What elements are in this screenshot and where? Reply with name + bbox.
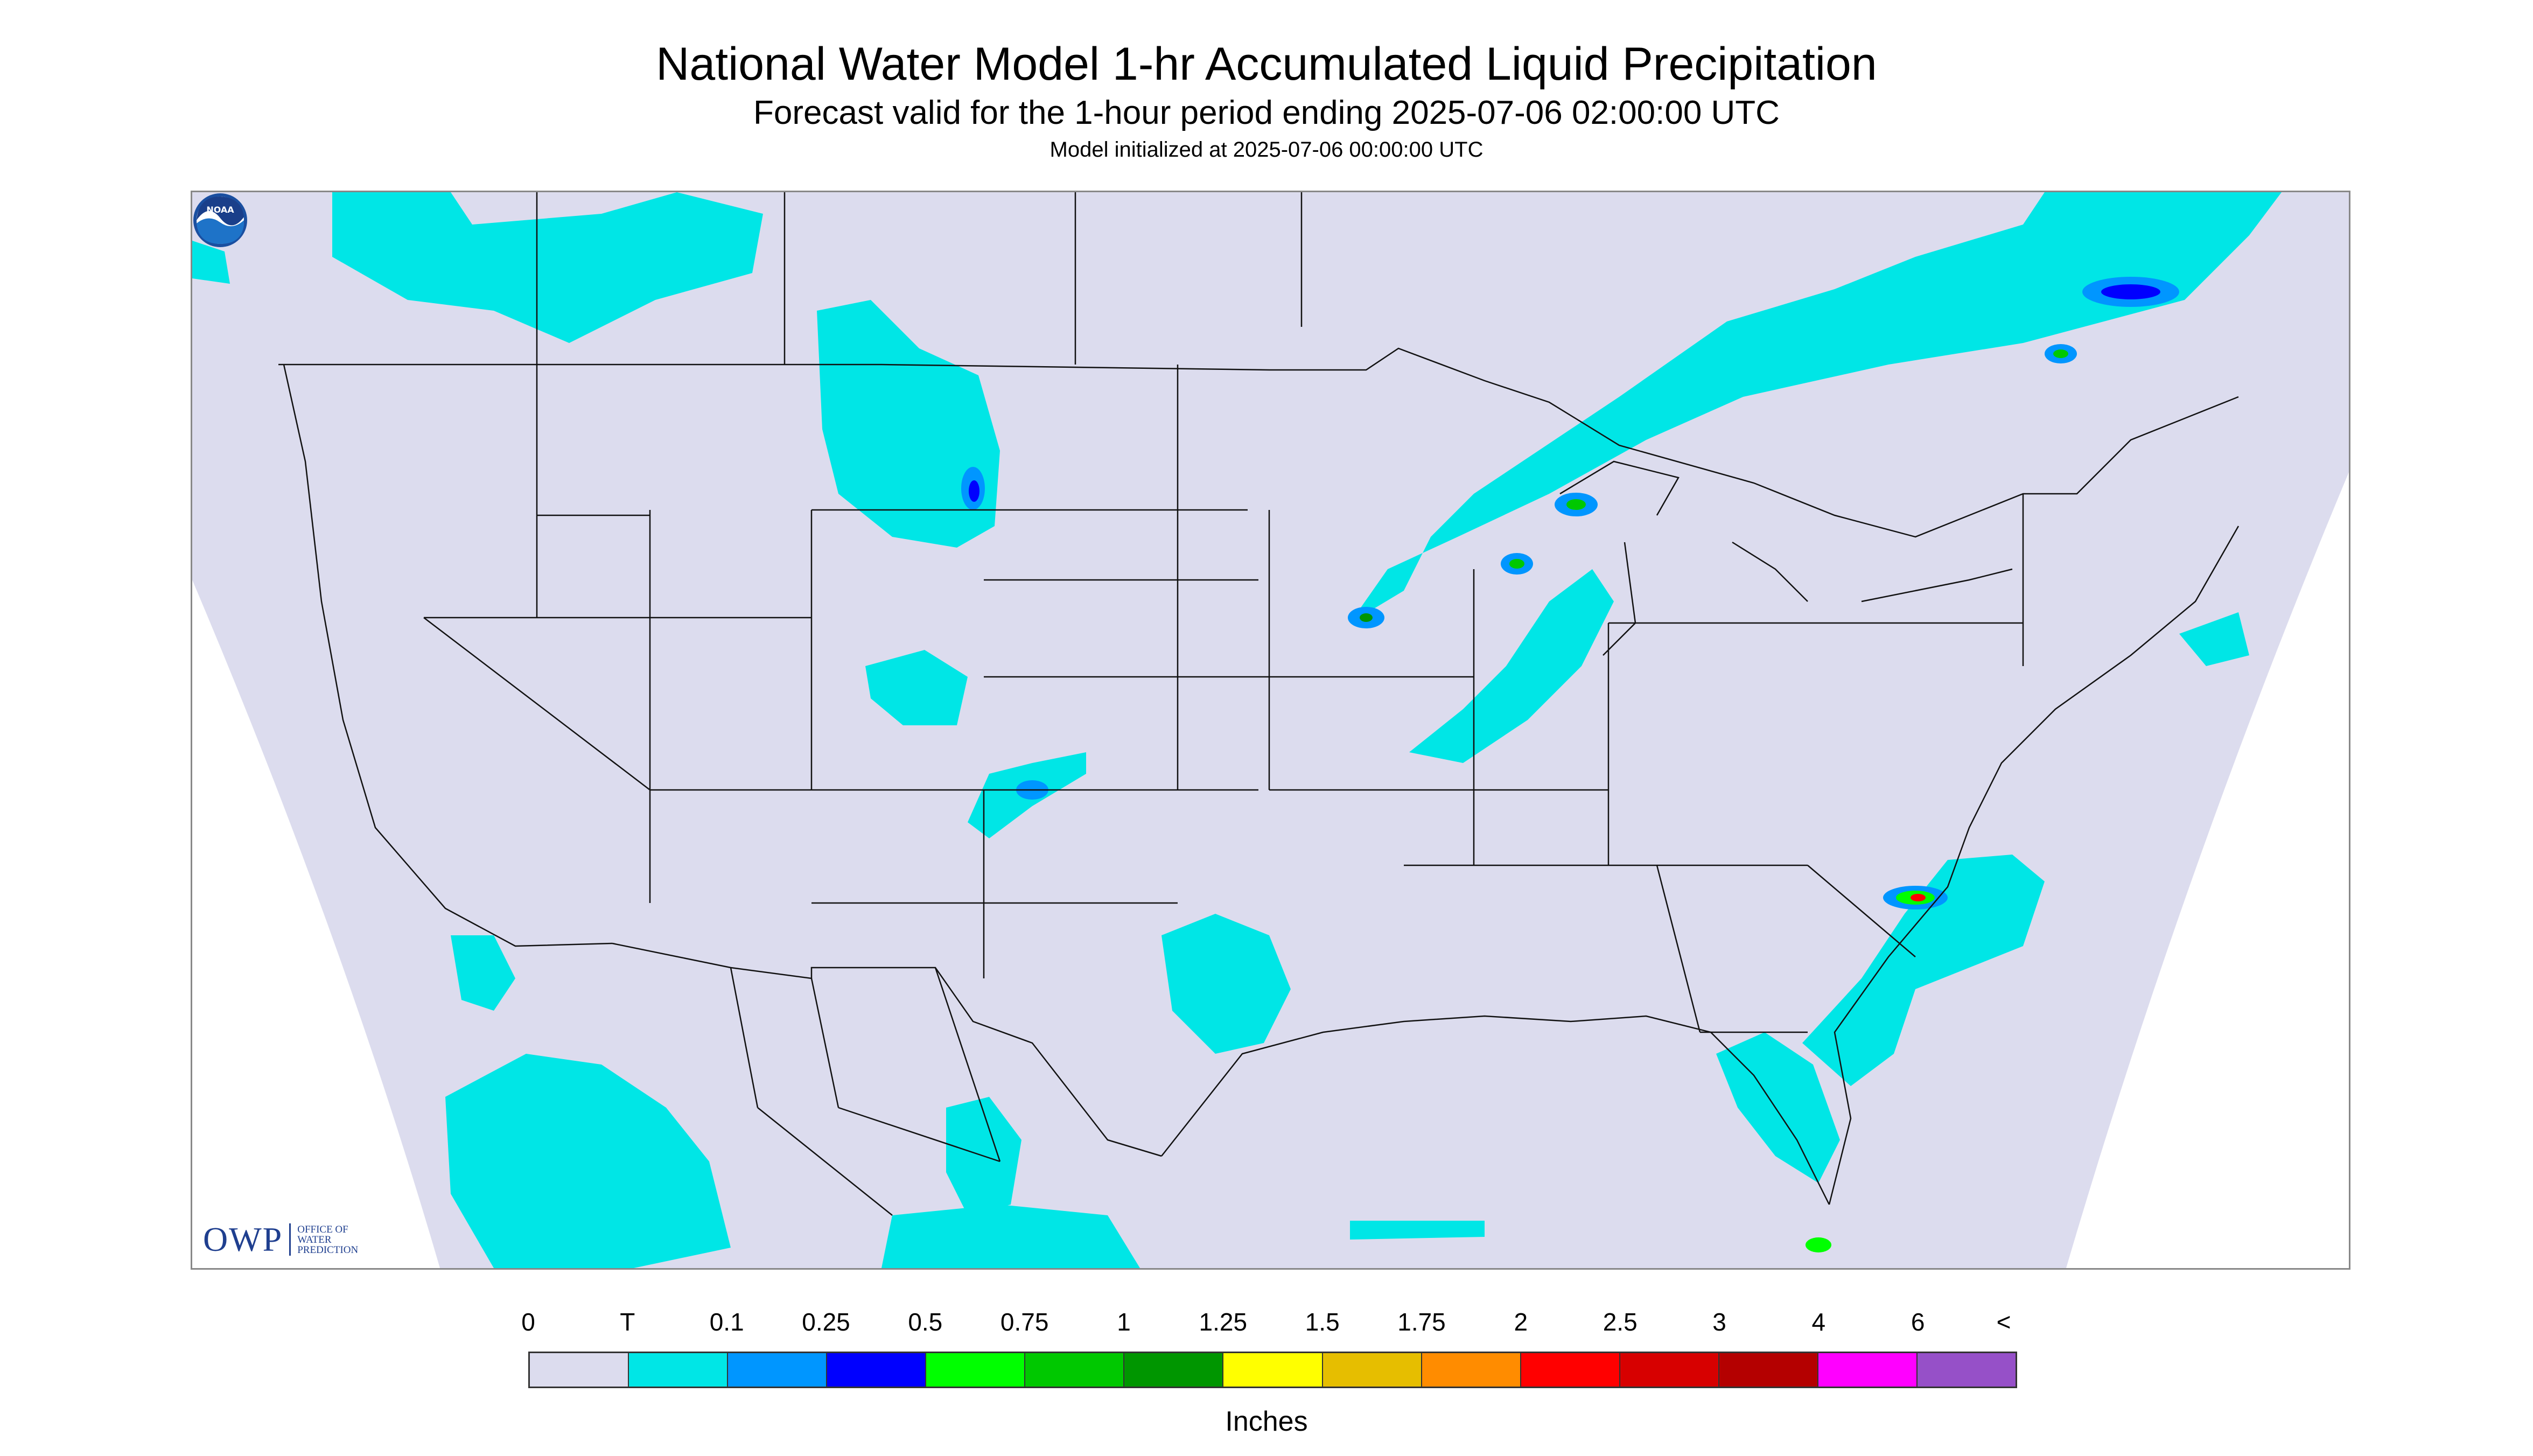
cell-canada-east-core bbox=[2101, 284, 2160, 299]
legend-label: 1.75 bbox=[1397, 1308, 1446, 1336]
legend-swatch bbox=[629, 1353, 729, 1387]
owp-logo-line: Water bbox=[297, 1234, 332, 1245]
legend-swatch bbox=[530, 1353, 629, 1387]
cell-iowa-core bbox=[1360, 613, 1373, 622]
cell-florida-keys bbox=[1806, 1237, 1831, 1252]
precip-northern-plains bbox=[817, 300, 1000, 548]
owp-logo-line: Office of bbox=[297, 1223, 348, 1235]
model-init-note: Model initialized at 2025-07-06 00:00:00… bbox=[1049, 138, 1484, 162]
owp-logo-divider bbox=[289, 1223, 291, 1256]
atlantic-coast bbox=[1828, 526, 2240, 1205]
legend-label: 1 bbox=[1117, 1308, 1131, 1336]
state-lines-plains bbox=[811, 365, 1258, 978]
precip-gulf-streak bbox=[1350, 1221, 1485, 1240]
legend-labels: 0 T 0.1 0.25 0.5 0.75 1 1.25 1.5 1.75 2 … bbox=[521, 1307, 2017, 1340]
legend-swatch bbox=[1917, 1353, 2016, 1387]
precip-southern-mexico bbox=[881, 1205, 1140, 1268]
legend-label: 0.25 bbox=[802, 1308, 850, 1336]
legend-swatch bbox=[1025, 1353, 1125, 1387]
color-scale-bar bbox=[528, 1352, 2017, 1388]
legend-label: 1.25 bbox=[1199, 1308, 1248, 1336]
noaa-logo: NOAA bbox=[193, 193, 247, 247]
legend-swatch bbox=[1521, 1353, 1620, 1387]
state-lines-east bbox=[1258, 494, 2024, 1033]
cell-carolina-core bbox=[1911, 894, 1926, 901]
legend-label: 2 bbox=[1514, 1308, 1528, 1336]
precip-baja bbox=[451, 935, 515, 1011]
gulf-coast bbox=[1161, 1015, 1830, 1205]
legend-swatch bbox=[1818, 1353, 1918, 1387]
legend-swatch bbox=[1124, 1353, 1224, 1387]
legend-swatch bbox=[1620, 1353, 1719, 1387]
legend-swatch bbox=[1719, 1353, 1818, 1387]
owp-logo-line: Prediction bbox=[297, 1244, 359, 1256]
precip-areas bbox=[192, 192, 2282, 1268]
legend-label: 1.5 bbox=[1305, 1308, 1340, 1336]
legend-swatch bbox=[728, 1353, 828, 1387]
owp-logo-mark: OWP bbox=[203, 1220, 283, 1258]
precip-southeast-coast bbox=[1802, 855, 2045, 1086]
legend-label: 2.5 bbox=[1603, 1308, 1638, 1336]
legend-units: Inches bbox=[1225, 1406, 1308, 1437]
legend-label: 0.5 bbox=[908, 1308, 943, 1336]
precip-midwest-band bbox=[1350, 192, 2282, 623]
legend-swatch bbox=[827, 1353, 927, 1387]
precip-bc-coast bbox=[192, 241, 230, 284]
precip-canada-west bbox=[332, 192, 763, 343]
legend-label: 4 bbox=[1811, 1308, 1826, 1336]
west-coast bbox=[283, 364, 613, 947]
mexico-state-lines bbox=[730, 967, 1001, 1216]
legend-swatch bbox=[1223, 1353, 1323, 1387]
precip-pacific-offshore bbox=[445, 1054, 731, 1268]
map-canvas bbox=[192, 192, 2349, 1268]
precip-heavier-cells bbox=[961, 277, 2179, 1252]
domain-mask-east bbox=[2066, 472, 2349, 1268]
precipitation-map: OWP Office of Water Prediction NOAA bbox=[191, 191, 2350, 1270]
cell-wisconsin-core bbox=[1566, 499, 1586, 510]
political-boundaries bbox=[278, 192, 2240, 1216]
precip-kansas-band bbox=[865, 650, 968, 725]
legend-swatch bbox=[1422, 1353, 1521, 1387]
legend-label: 0 bbox=[521, 1308, 535, 1336]
precip-illinois-indiana bbox=[1409, 569, 1614, 763]
forecast-valid-subtitle: Forecast valid for the 1-hour period end… bbox=[753, 94, 1780, 131]
legend-label: 3 bbox=[1712, 1308, 1726, 1336]
owp-logo: OWP Office of Water Prediction bbox=[203, 1220, 358, 1259]
precip-florida bbox=[1716, 1032, 1840, 1183]
owp-logo-text: Office of Water Prediction bbox=[297, 1224, 358, 1255]
legend-label: < bbox=[1996, 1308, 2011, 1336]
legend-label: T bbox=[620, 1308, 635, 1336]
domain-mask-west bbox=[192, 580, 440, 1268]
legend-label: 0.1 bbox=[709, 1308, 744, 1336]
great-lakes bbox=[1559, 460, 2013, 656]
map-title: National Water Model 1-hr Accumulated Li… bbox=[656, 38, 1877, 90]
legend-swatch bbox=[926, 1353, 1026, 1387]
precip-texas bbox=[1161, 914, 1291, 1054]
state-lines-west bbox=[423, 365, 1178, 903]
cell-ontario-core bbox=[2053, 349, 2068, 358]
legend-swatch bbox=[1323, 1353, 1422, 1387]
noaa-logo-text: NOAA bbox=[206, 205, 234, 215]
legend-label: 0.75 bbox=[1000, 1308, 1049, 1336]
canada-province-lines bbox=[536, 192, 1303, 365]
cell-michigan-core bbox=[1509, 559, 1524, 569]
cell-montana-core bbox=[969, 480, 979, 502]
precip-new-england bbox=[2179, 612, 2249, 666]
legend-label: 6 bbox=[1911, 1308, 1925, 1336]
us-canada-border bbox=[278, 347, 2239, 538]
